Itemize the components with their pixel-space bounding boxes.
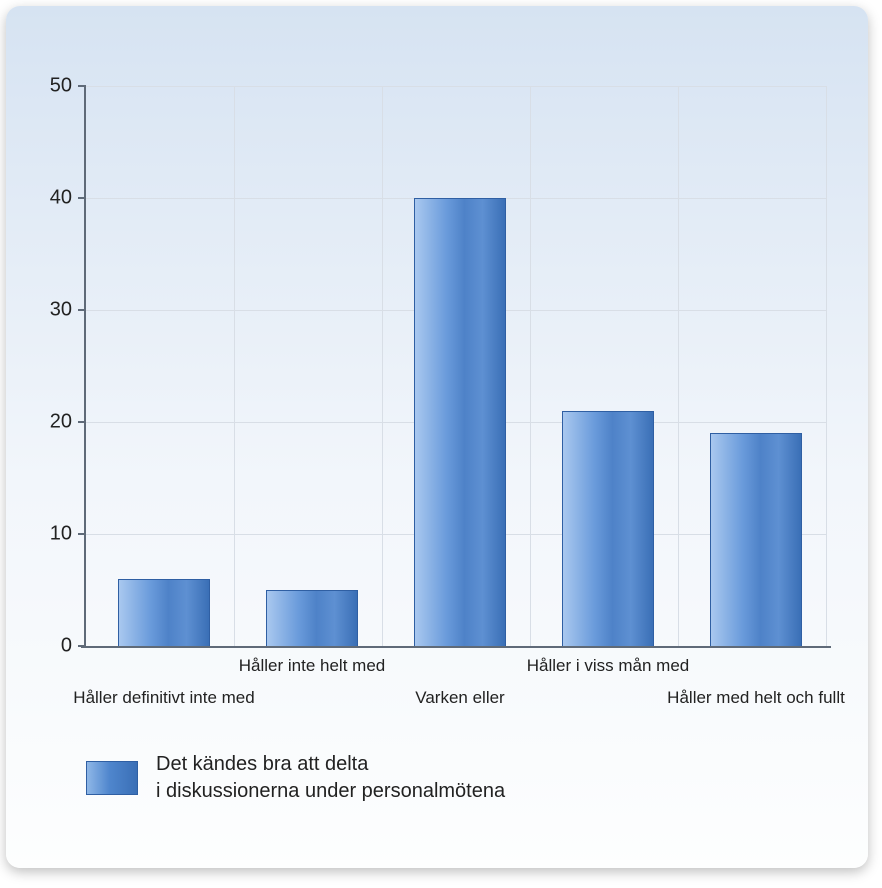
grid-line-v: [678, 86, 679, 646]
y-tick: [78, 533, 86, 535]
x-category-label: Håller i viss mån med: [527, 656, 690, 676]
x-category-label: Håller med helt och fullt: [667, 688, 845, 708]
grid-line-h: [86, 86, 826, 87]
y-tick: [78, 421, 86, 423]
legend: Det kändes bra att delta i diskussionern…: [86, 751, 505, 805]
bar: [414, 198, 506, 646]
bar: [710, 433, 802, 646]
legend-line2: i diskussionerna under personalmötena: [156, 780, 505, 802]
y-tick-label: 20: [50, 411, 72, 434]
y-tick: [78, 309, 86, 311]
x-category-label: Varken eller: [415, 688, 504, 708]
grid-line-v: [826, 86, 827, 646]
y-tick-label: 10: [50, 523, 72, 546]
x-category-label: Håller definitivt inte med: [73, 688, 254, 708]
y-tick: [78, 197, 86, 199]
legend-text: Det kändes bra att delta i diskussionern…: [156, 751, 505, 805]
bar: [562, 411, 654, 646]
x-axis: [81, 646, 831, 648]
plot-area: 01020304050Håller definitivt inte medHål…: [86, 86, 826, 646]
y-tick-label: 30: [50, 299, 72, 322]
grid-line-v: [234, 86, 235, 646]
y-tick: [78, 645, 86, 647]
bar: [118, 579, 210, 646]
legend-swatch: [86, 761, 138, 795]
chart-card: 0 10 20 30 40 50 Håller definitivt inte med Hål…: [6, 6, 868, 868]
y-tick-label: 40: [50, 187, 72, 210]
y-tick: [78, 85, 86, 87]
y-axis: [84, 86, 86, 646]
bar: [266, 590, 358, 646]
grid-line-v: [382, 86, 383, 646]
y-tick-label: 50: [50, 75, 72, 98]
x-category-label: Håller inte helt med: [239, 656, 385, 676]
y-tick-label: 0: [61, 635, 72, 658]
grid-line-v: [530, 86, 531, 646]
legend-line1: Det kändes bra att delta: [156, 753, 368, 775]
